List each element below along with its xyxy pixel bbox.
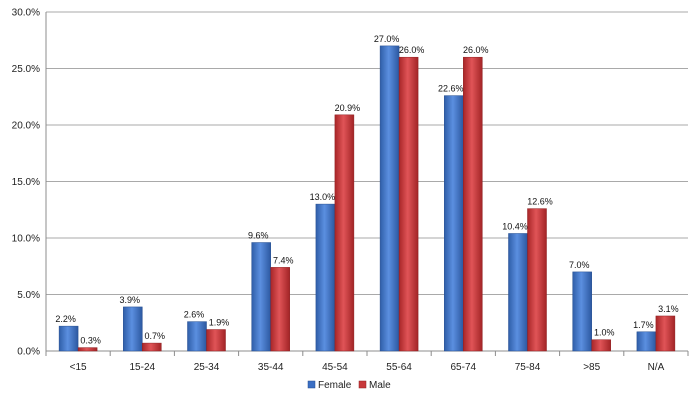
x-tick-label: <15 (70, 362, 87, 373)
data-label-female: 13.0% (310, 192, 336, 202)
data-label-male: 12.6% (527, 197, 553, 207)
bar-male (206, 329, 226, 352)
y-tick-label: 25.0% (12, 64, 40, 75)
x-tick-label: 45-54 (322, 362, 348, 373)
data-label-male: 0.3% (80, 336, 101, 346)
x-tick-label: 55-64 (386, 362, 412, 373)
y-tick-label: 0.0% (17, 347, 40, 358)
x-tick-label: >85 (583, 362, 600, 373)
data-label-male: 1.9% (209, 318, 230, 328)
data-label-male: 20.9% (335, 103, 361, 113)
y-tick-label: 15.0% (12, 177, 40, 188)
data-label-male: 26.0% (463, 45, 489, 55)
y-tick-label: 10.0% (12, 234, 40, 245)
bar-male (334, 114, 355, 352)
data-label-female: 3.9% (120, 295, 141, 305)
bar-male (142, 342, 162, 352)
legend-label-male: Male (369, 380, 391, 391)
bar-female (572, 271, 592, 352)
x-tick-label: N/A (648, 362, 665, 373)
data-label-female: 1.7% (633, 320, 654, 330)
bar-male (463, 56, 483, 352)
data-label-male: 26.0% (399, 45, 425, 55)
bar-male (77, 347, 98, 352)
data-label-female: 9.6% (248, 231, 269, 241)
bar-female (123, 306, 143, 352)
y-tick-label: 30.0% (12, 8, 40, 19)
bar-male (591, 339, 611, 352)
bar-female (444, 95, 464, 352)
bar-male (527, 208, 547, 352)
legend-swatch-male (358, 380, 367, 389)
bar-female (508, 233, 528, 352)
x-tick-label: 25-34 (194, 362, 220, 373)
bar-female (315, 203, 336, 352)
data-label-male: 7.4% (273, 255, 294, 265)
data-label-male: 1.0% (594, 328, 615, 338)
data-label-female: 22.6% (438, 84, 464, 94)
bar-male (398, 56, 419, 352)
bar-female (636, 331, 657, 352)
data-label-female: 2.2% (55, 314, 76, 324)
y-tick-label: 20.0% (12, 121, 40, 132)
x-tick-label: 35-44 (258, 362, 284, 373)
data-label-female: 7.0% (569, 260, 590, 270)
data-label-female: 10.4% (502, 221, 528, 231)
bar-female (251, 242, 271, 352)
bar-female (187, 321, 207, 352)
bar-male (655, 315, 676, 352)
legend-label-female: Female (318, 380, 352, 391)
bar-female (58, 325, 79, 352)
data-label-female: 27.0% (374, 34, 400, 44)
data-label-male: 3.1% (658, 304, 679, 314)
x-tick-label: 65-74 (451, 362, 477, 373)
data-label-male: 0.7% (145, 331, 166, 341)
x-tick-label: 15-24 (130, 362, 156, 373)
data-label-female: 2.6% (184, 310, 205, 320)
bar-male (270, 267, 290, 352)
y-tick-label: 5.0% (17, 290, 40, 301)
bar-female (379, 45, 400, 352)
x-tick-label: 75-84 (515, 362, 541, 373)
legend-swatch-female (307, 380, 316, 389)
